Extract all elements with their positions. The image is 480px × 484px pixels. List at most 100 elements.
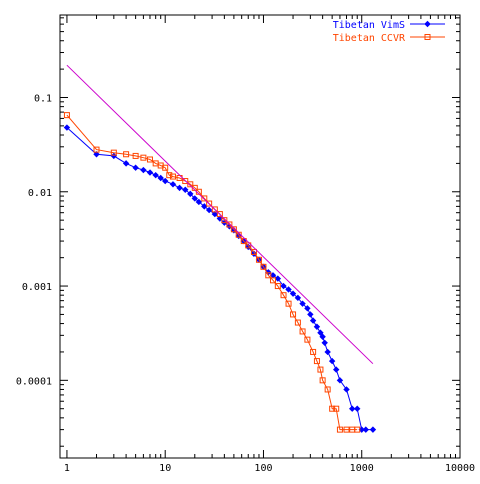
data-point-tibetan-vims [205, 206, 213, 214]
legend-marker-tibetan-ccvr [424, 34, 431, 40]
plot-frame [59, 14, 461, 459]
x-tick-label: 10000 [445, 463, 475, 474]
data-point-tibetan-ccvr [329, 405, 336, 412]
data-point-tibetan-ccvr [169, 173, 176, 180]
series-line-reference-line [66, 64, 374, 365]
data-point-tibetan-vims [328, 357, 336, 365]
data-point-tibetan-vims [157, 174, 164, 182]
data-point-tibetan-ccvr [123, 151, 130, 158]
data-point-tibetan-vims [324, 348, 331, 356]
data-point-tibetan-ccvr [226, 221, 233, 228]
axis-ticks: 1 10 100 1000 10000 0.1 0.01 0.001 0.0001 [16, 15, 475, 474]
data-point-tibetan-ccvr [317, 366, 324, 373]
data-point-tibetan-ccvr [187, 181, 194, 188]
data-point-tibetan-ccvr [201, 195, 208, 202]
data-point-tibetan-vims [140, 166, 147, 174]
data-point-tibetan-ccvr [132, 152, 139, 159]
y-tick-label: 0.001 [22, 282, 52, 293]
data-point-tibetan-ccvr [285, 300, 292, 307]
data-point-tibetan-vims [309, 317, 317, 324]
data-point-tibetan-ccvr [166, 172, 173, 179]
x-tick-label: 1000 [350, 463, 374, 474]
data-point-tibetan-vims [354, 405, 361, 412]
data-point-tibetan-vims [321, 339, 328, 347]
data-point-tibetan-ccvr [304, 336, 311, 343]
data-point-tibetan-vims [280, 282, 287, 290]
data-point-tibetan-ccvr [162, 164, 169, 171]
data-point-tibetan-vims [63, 124, 71, 131]
data-point-tibetan-vims [250, 250, 258, 257]
data-point-tibetan-ccvr [260, 263, 267, 270]
data-point-tibetan-ccvr [110, 149, 117, 156]
data-point-tibetan-vims [369, 426, 377, 433]
data-point-tibetan-ccvr [230, 226, 237, 233]
data-point-tibetan-ccvr [269, 277, 276, 284]
data-point-tibetan-vims [110, 152, 118, 160]
data-point-tibetan-vims [336, 377, 344, 384]
data-point-tibetan-ccvr [299, 328, 306, 335]
data-point-tibetan-ccvr [216, 211, 223, 218]
data-point-tibetan-ccvr [310, 348, 317, 355]
data-point-tibetan-vims [146, 169, 154, 176]
data-point-tibetan-ccvr [265, 272, 272, 279]
x-tick-label: 100 [254, 463, 272, 474]
data-point-tibetan-ccvr [319, 377, 326, 384]
data-point-tibetan-vims [211, 210, 219, 218]
data-point-tibetan-vims [195, 198, 203, 206]
data-point-tibetan-ccvr [290, 311, 297, 318]
data-point-tibetan-vims [201, 203, 208, 210]
data-point-tibetan-ccvr [245, 242, 252, 249]
series-layer [63, 64, 377, 433]
data-point-tibetan-vims [191, 195, 198, 202]
data-point-tibetan-vims [304, 305, 311, 312]
data-point-tibetan-vims [313, 323, 321, 330]
data-point-tibetan-vims [169, 181, 177, 188]
data-point-tibetan-ccvr [343, 426, 350, 433]
data-point-tibetan-vims [182, 186, 189, 193]
data-point-tibetan-ccvr [336, 426, 343, 433]
data-point-tibetan-ccvr [250, 248, 257, 255]
data-point-tibetan-vims [294, 294, 302, 302]
data-point-tibetan-ccvr [206, 200, 213, 207]
data-point-tibetan-ccvr [324, 386, 331, 393]
data-point-tibetan-vims [274, 275, 282, 282]
data-point-tibetan-vims [307, 311, 314, 318]
data-point-tibetan-ccvr [93, 146, 100, 153]
data-point-tibetan-vims [176, 184, 183, 192]
series-line-tibetan-vims [66, 127, 373, 431]
y-tick-label: 0.1 [34, 93, 52, 104]
data-point-tibetan-ccvr [354, 426, 361, 433]
data-point-tibetan-ccvr [63, 112, 70, 119]
data-point-tibetan-vims [349, 405, 356, 412]
data-point-tibetan-ccvr [221, 217, 228, 224]
data-point-tibetan-vims [317, 329, 324, 336]
data-point-tibetan-ccvr [240, 238, 247, 245]
data-point-tibetan-vims [343, 386, 350, 393]
data-point-tibetan-ccvr [274, 283, 281, 290]
data-point-tibetan-ccvr [333, 405, 340, 412]
data-point-tibetan-vims [285, 286, 292, 293]
x-tick-label: 10 [159, 463, 171, 474]
data-point-tibetan-ccvr [313, 358, 320, 365]
data-point-tibetan-ccvr [182, 178, 189, 185]
data-point-tibetan-ccvr [294, 319, 301, 326]
data-point-tibetan-vims [152, 171, 159, 179]
x-tick-label: 1 [64, 463, 70, 474]
y-tick-label: 0.0001 [16, 376, 52, 387]
data-point-tibetan-ccvr [211, 206, 218, 213]
data-point-tibetan-vims [132, 164, 139, 171]
legend-label-tibetan-vims: Tibetan VimS [333, 20, 405, 31]
data-point-tibetan-vims [161, 177, 169, 185]
data-point-tibetan-vims [333, 366, 340, 373]
data-point-tibetan-vims [289, 290, 297, 297]
legend-label-tibetan-ccvr: Tibetan CCVR [333, 33, 406, 44]
data-point-tibetan-vims [122, 160, 130, 167]
data-point-tibetan-ccvr [280, 292, 287, 299]
series-line-tibetan-ccvr [66, 114, 358, 431]
legend-marker-tibetan-vims [424, 20, 431, 28]
legend: Tibetan VimS Tibetan CCVR [333, 20, 445, 44]
y-tick-label: 0.01 [28, 188, 52, 199]
data-point-tibetan-ccvr [140, 154, 147, 161]
